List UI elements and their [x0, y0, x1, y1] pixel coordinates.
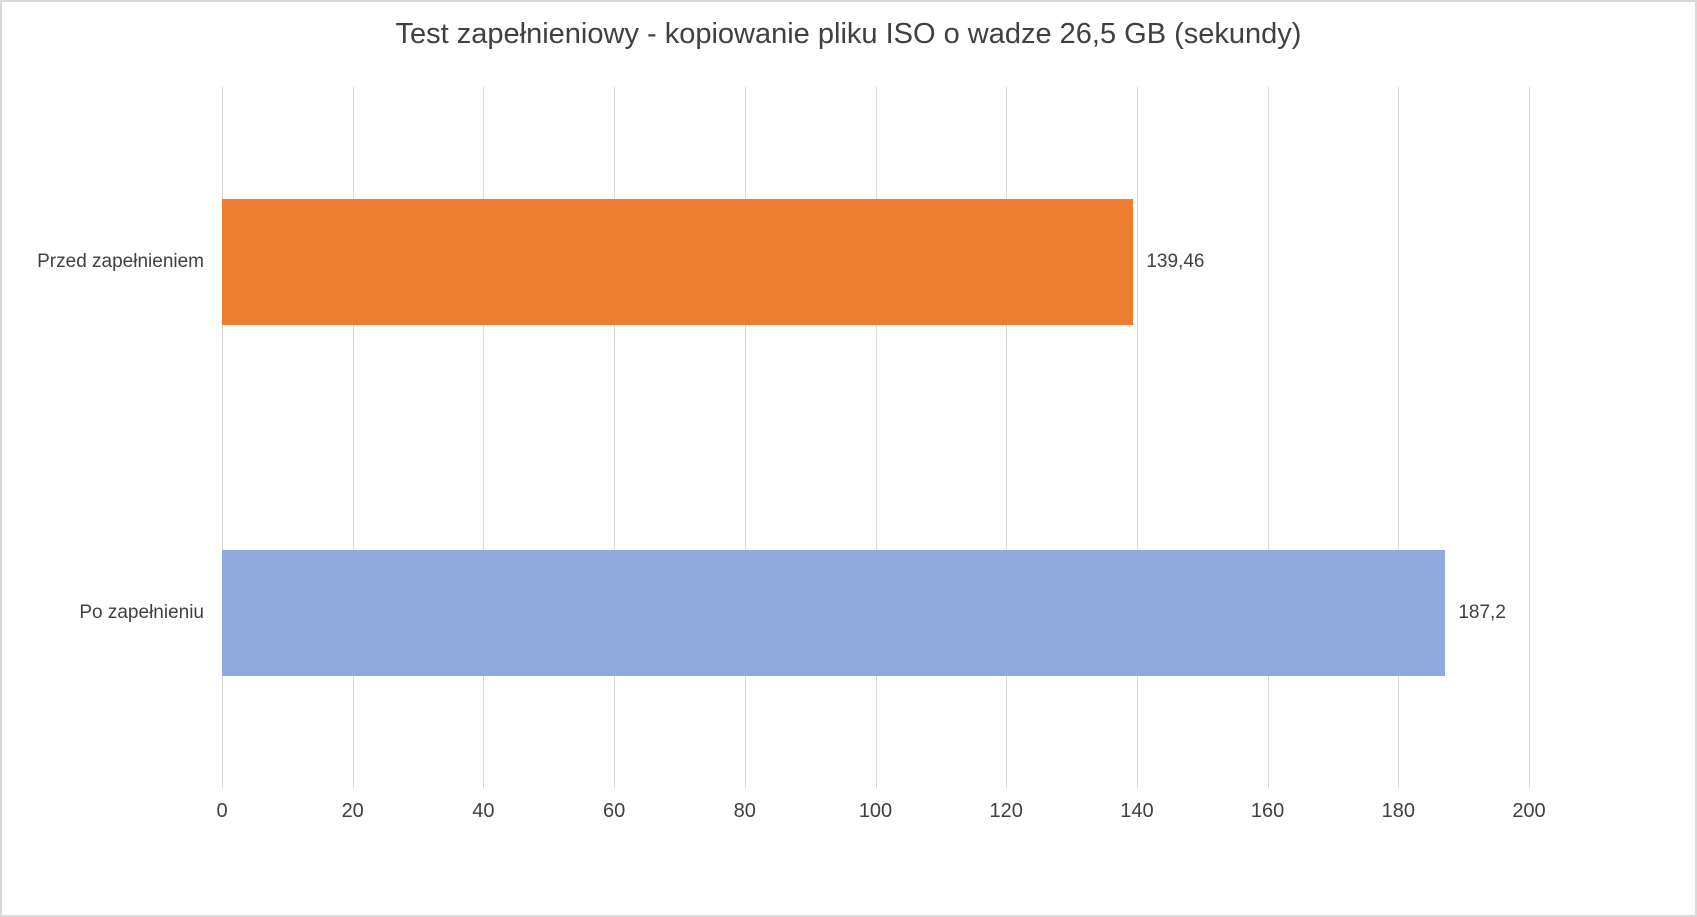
x-tick-label: 200 — [1512, 800, 1546, 822]
bar-value-label: 187,2 — [1458, 601, 1506, 623]
bar-row: Przed zapełnieniem 139,46 — [37, 87, 1529, 438]
bar-row: Po zapełnieniu 187,2 — [79, 438, 1529, 789]
gridline — [744, 87, 746, 788]
x-tick-label: 0 — [216, 800, 228, 822]
category-label: Przed zapełnieniem — [37, 251, 204, 273]
x-axis: 0 20 40 60 80 100 120 140 160 180 200 — [216, 800, 1545, 836]
x-tick-label: 120 — [989, 800, 1023, 822]
gridline — [614, 87, 616, 788]
gridline — [1398, 87, 1400, 788]
x-tick-label: 180 — [1381, 800, 1415, 822]
x-tick-label: 60 — [602, 800, 626, 822]
bar-value-label: 139,46 — [1146, 251, 1205, 273]
gridline — [875, 87, 877, 788]
x-tick-label: 80 — [733, 800, 756, 822]
plot-area: Przed zapełnieniem 139,46 Po zapełnieniu 18… — [37, 87, 1530, 789]
gridline — [1136, 87, 1138, 788]
gridline — [352, 87, 354, 788]
gridline — [1529, 87, 1530, 788]
gridline — [483, 87, 485, 788]
bar: 187,2 — [222, 549, 1506, 676]
bar: 139,46 — [222, 199, 1204, 326]
gridline — [1267, 87, 1269, 788]
gridline — [222, 87, 223, 788]
x-tick-label: 140 — [1120, 800, 1154, 822]
chart-title: Test zapełnieniowy - kopiowanie pliku IS… — [395, 18, 1302, 50]
gridline — [1006, 87, 1008, 788]
category-label: Po zapełnieniu — [79, 601, 204, 623]
x-tick-label: 20 — [341, 800, 364, 822]
x-tick-label: 40 — [472, 800, 495, 822]
x-tick-label: 160 — [1250, 800, 1285, 822]
x-tick-label: 100 — [858, 800, 893, 822]
